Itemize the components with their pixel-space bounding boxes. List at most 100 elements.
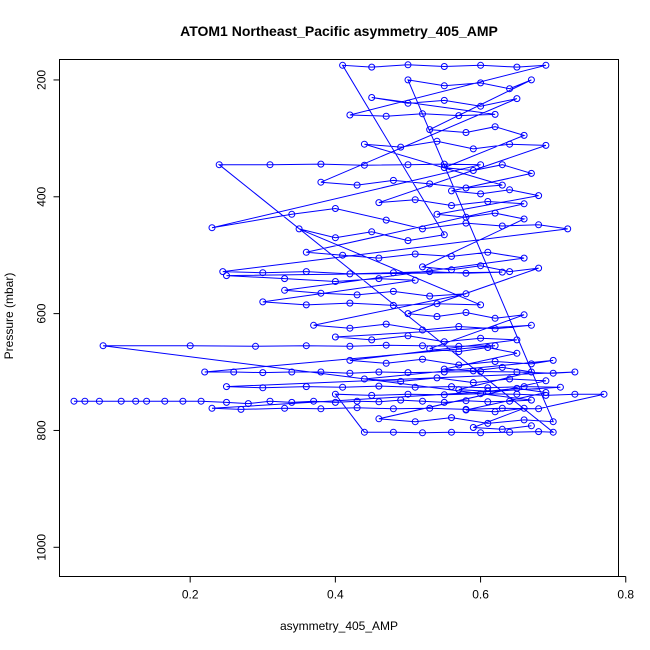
data-point xyxy=(535,405,543,413)
data-point xyxy=(527,368,535,376)
data-point xyxy=(433,137,441,145)
data-point xyxy=(223,272,230,280)
data-point xyxy=(491,110,499,118)
data-point xyxy=(389,176,397,184)
data-point xyxy=(535,428,543,436)
data-point xyxy=(433,300,441,308)
data-point xyxy=(244,400,252,408)
y-tick-label: 1000 xyxy=(35,534,49,561)
data-point xyxy=(317,368,325,376)
data-point xyxy=(491,325,499,333)
y-tick-label: 400 xyxy=(35,186,49,206)
data-point xyxy=(419,355,426,363)
data-point xyxy=(426,180,434,188)
data-point xyxy=(368,336,376,344)
data-point xyxy=(259,298,267,306)
data-point xyxy=(346,324,354,332)
data-point xyxy=(491,123,499,131)
data-point xyxy=(535,192,543,200)
data-point xyxy=(404,369,412,377)
data-point xyxy=(564,225,572,233)
data-point xyxy=(346,111,354,119)
data-point xyxy=(288,398,296,406)
data-point xyxy=(360,161,368,169)
data-point xyxy=(353,181,361,189)
data-point xyxy=(419,110,426,118)
data-point xyxy=(339,251,347,259)
data-point xyxy=(426,126,434,134)
data-point xyxy=(186,342,194,350)
data-point xyxy=(440,368,448,376)
data-point xyxy=(331,205,339,212)
data-point xyxy=(477,390,485,398)
data-point xyxy=(404,61,412,69)
data-point xyxy=(571,368,579,376)
data-point xyxy=(520,254,528,262)
data-point xyxy=(360,428,368,436)
data-point xyxy=(317,289,325,297)
data-point xyxy=(360,375,368,383)
data-point xyxy=(161,397,169,405)
data-point xyxy=(411,383,419,391)
data-point xyxy=(317,160,325,168)
data-point xyxy=(259,269,267,277)
data-point xyxy=(81,397,89,405)
data-point xyxy=(397,396,405,404)
series-line xyxy=(74,64,605,434)
data-point xyxy=(527,169,535,177)
data-point xyxy=(477,190,485,198)
data-point xyxy=(556,383,564,391)
data-point xyxy=(302,301,310,309)
data-point xyxy=(259,369,267,377)
data-point xyxy=(331,390,339,398)
data-point xyxy=(419,326,426,334)
data-point xyxy=(208,224,216,232)
data-point xyxy=(455,323,463,330)
data-point xyxy=(368,94,376,101)
data-point xyxy=(520,215,528,223)
data-point xyxy=(426,345,434,353)
data-point xyxy=(448,428,455,436)
data-point xyxy=(440,231,448,239)
data-point xyxy=(281,275,289,283)
data-point xyxy=(375,254,383,262)
data-point xyxy=(389,269,397,277)
data-point xyxy=(397,143,405,151)
data-point xyxy=(419,263,426,271)
data-point xyxy=(549,428,557,436)
data-point xyxy=(491,358,499,365)
data-point xyxy=(411,418,419,426)
data-point xyxy=(411,276,419,284)
data-point xyxy=(448,414,455,422)
data-point xyxy=(346,369,354,377)
data-point xyxy=(70,397,78,405)
data-point xyxy=(506,428,514,436)
data-point xyxy=(455,386,463,394)
data-point xyxy=(382,320,390,328)
data-point xyxy=(484,198,492,205)
data-point xyxy=(520,131,528,139)
data-point xyxy=(353,404,361,412)
data-point xyxy=(520,200,528,208)
data-point xyxy=(375,398,383,406)
data-point xyxy=(404,99,412,107)
data-point xyxy=(477,368,485,375)
data-point xyxy=(404,332,412,340)
data-point xyxy=(353,291,361,299)
data-point xyxy=(455,348,463,356)
data-point xyxy=(498,404,506,412)
data-point xyxy=(498,181,506,189)
data-point xyxy=(513,349,521,357)
data-point xyxy=(223,383,230,391)
data-point xyxy=(317,178,325,186)
data-point xyxy=(491,342,499,350)
data-point xyxy=(549,369,557,377)
data-point xyxy=(542,141,550,149)
data-point xyxy=(542,389,550,396)
data-point xyxy=(368,391,376,399)
data-point xyxy=(455,342,463,350)
data-point xyxy=(448,383,455,391)
data-point xyxy=(498,268,506,276)
data-point xyxy=(411,196,419,204)
axes-layer: 0.2 0.4 0.6 0.8 200 400 600 800 1000 xyxy=(35,70,635,602)
